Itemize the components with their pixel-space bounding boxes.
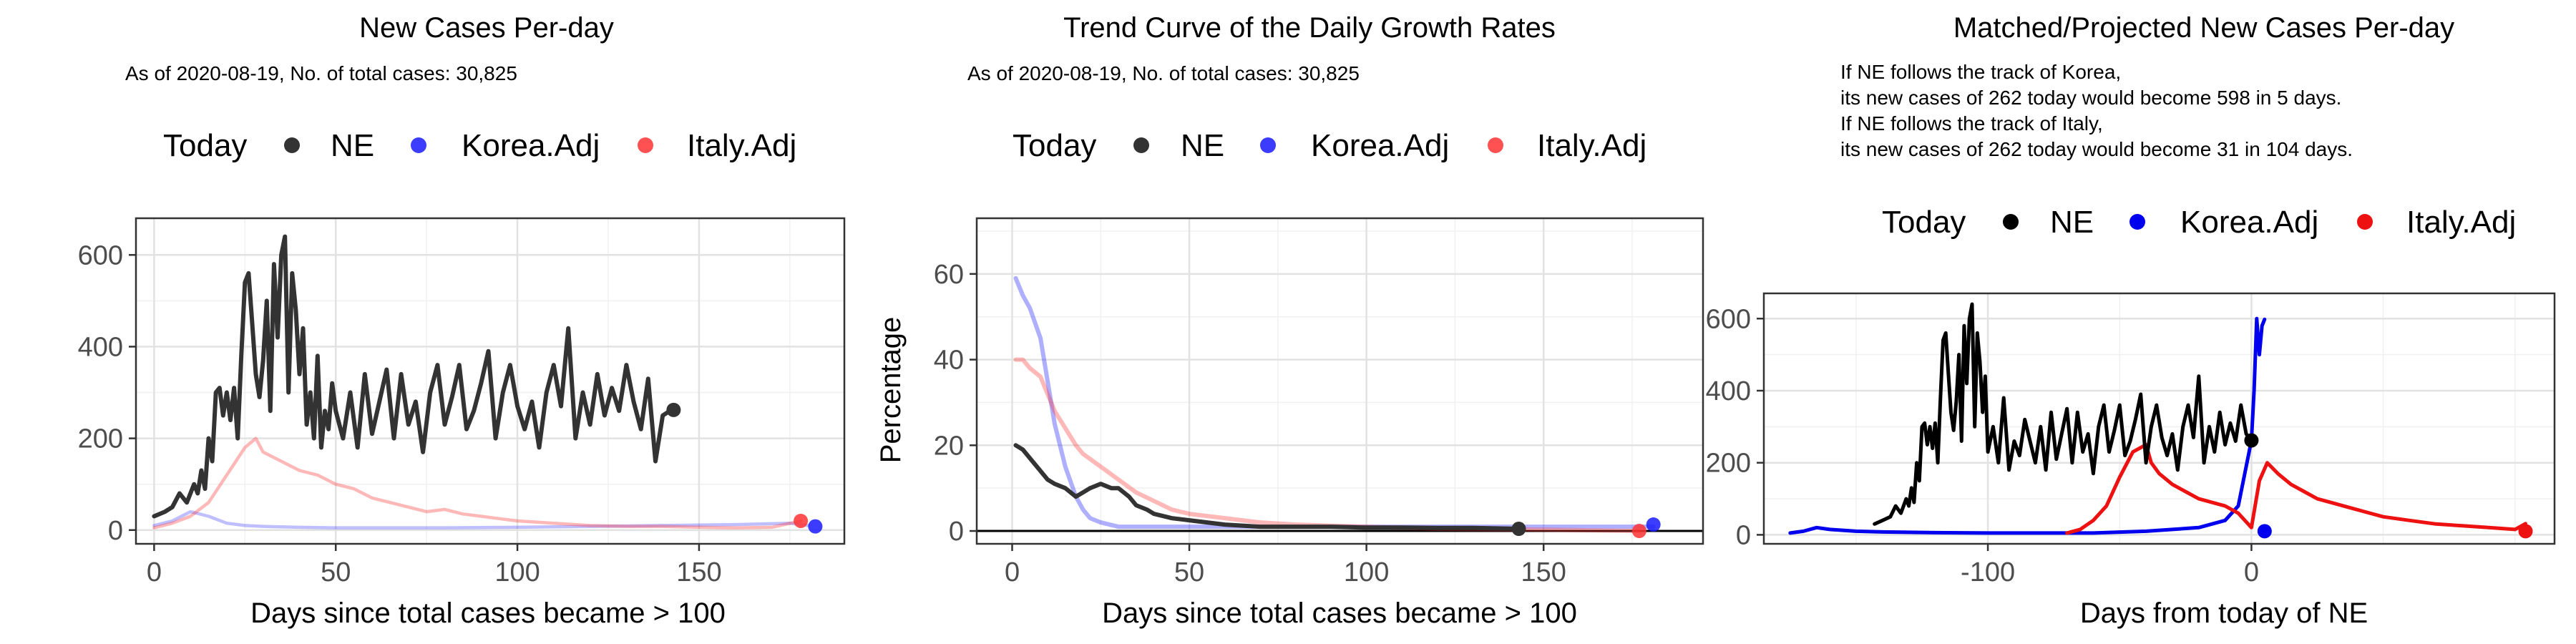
x-tick-label: 50 — [1174, 557, 1204, 587]
annotation-line-2: its new cases of 262 today would become … — [1840, 87, 2341, 109]
plot-area: -100 0 0 200 400 600 — [1706, 292, 2556, 587]
legend: Today NE Korea.Adj Italy.Adj — [163, 128, 796, 163]
series-line-ne — [152, 234, 676, 519]
y-tick-label: 0 — [108, 516, 123, 546]
x-tick-label: -100 — [1961, 557, 2015, 587]
legend-label-ne: NE — [2050, 205, 2094, 240]
x-tick-label: 100 — [494, 557, 540, 587]
projection-annotation: If NE follows the track of Korea, its ne… — [1840, 61, 2353, 160]
annotation-line-4: its new cases of 262 today would become … — [1840, 138, 2353, 160]
y-tick-label: 0 — [949, 517, 964, 547]
today-point-korea — [808, 519, 823, 534]
today-point-ne — [666, 402, 681, 417]
x-tick-label: 150 — [676, 557, 721, 587]
y-tick-label: 600 — [78, 240, 123, 270]
legend-marker-korea — [1260, 137, 1276, 153]
legend-label-ne: NE — [1181, 128, 1224, 163]
y-tick-label: 60 — [934, 260, 964, 290]
y-axis-label: Percentage — [875, 317, 907, 464]
today-point-korea — [1646, 517, 1661, 532]
today-point-ne — [1511, 522, 1526, 537]
y-tick-label: 20 — [934, 431, 964, 461]
series-line-korea — [1788, 316, 2267, 535]
today-point-korea — [2257, 524, 2272, 539]
legend: Today NE Korea.Adj Italy.Adj — [1882, 205, 2516, 240]
chart-title: New Cases Per-day — [359, 12, 614, 44]
plot-background — [977, 218, 1703, 544]
legend-marker-korea — [411, 137, 426, 153]
legend-label-italy: Italy.Adj — [687, 128, 796, 163]
legend-marker-korea — [2129, 214, 2145, 230]
plot-frame — [975, 217, 1704, 545]
series-line-italy — [152, 436, 803, 530]
today-point-italy — [2518, 524, 2533, 539]
y-tick-label: 40 — [934, 346, 964, 376]
plot-area: 0 50 100 150 0 200 400 600 — [78, 217, 846, 587]
legend-marker-ne — [284, 137, 300, 153]
legend-marker-italy — [2357, 214, 2373, 230]
plot-area: 0 50 100 150 0 20 40 60 — [934, 217, 1704, 587]
today-point-italy — [1631, 524, 1646, 539]
x-tick-label: 0 — [1005, 557, 1020, 587]
series-line-korea — [152, 509, 810, 530]
legend-label-korea: Korea.Adj — [462, 128, 600, 163]
chart-subtitle: As of 2020-08-19, No. of total cases: 30… — [967, 62, 1360, 84]
annotation-line-3: If NE follows the track of Italy, — [1840, 112, 2103, 135]
x-tick-label: 0 — [147, 557, 162, 587]
legend-label-korea: Korea.Adj — [2180, 205, 2318, 240]
chart-title: Trend Curve of the Daily Growth Rates — [1063, 12, 1556, 44]
x-axis-label: Days from today of NE — [2080, 597, 2368, 629]
x-tick-label: 100 — [1344, 557, 1389, 587]
chart-title: Matched/Projected New Cases Per-day — [1953, 12, 2454, 44]
chart-subtitle: As of 2020-08-19, No. of total cases: 30… — [125, 62, 517, 84]
y-tick-label: 200 — [1706, 449, 1751, 479]
legend-marker-ne — [2003, 214, 2019, 230]
series-line-ne — [1013, 443, 1521, 531]
y-tick-label: 400 — [78, 332, 123, 362]
y-tick-label: 600 — [1706, 304, 1751, 334]
legend-marker-italy — [638, 137, 653, 153]
annotation-line-1: If NE follows the track of Korea, — [1840, 61, 2121, 83]
legend-marker-italy — [1488, 137, 1503, 153]
panel-new-cases: New Cases Per-day As of 2020-08-19, No. … — [78, 12, 846, 629]
panel-matched-projected: Matched/Projected New Cases Per-day If N… — [1706, 12, 2556, 629]
legend-label-italy: Italy.Adj — [1537, 128, 1646, 163]
legend-label-korea: Korea.Adj — [1311, 128, 1449, 163]
x-tick-label: 0 — [2244, 557, 2259, 587]
x-tick-label: 50 — [321, 557, 351, 587]
plot-frame — [135, 217, 846, 545]
legend-marker-ne — [1133, 137, 1149, 153]
legend: Today NE Korea.Adj Italy.Adj — [1013, 128, 1646, 163]
legend-title: Today — [163, 128, 247, 163]
series-line-italy — [2065, 443, 2527, 535]
legend-title: Today — [1013, 128, 1096, 163]
x-axis-label: Days since total cases became > 100 — [250, 597, 726, 629]
legend-label-italy: Italy.Adj — [2406, 205, 2516, 240]
x-axis-label: Days since total cases became > 100 — [1102, 597, 1577, 629]
panel-growth-rates: Trend Curve of the Daily Growth Rates As… — [875, 12, 1704, 629]
series-line-ne — [1873, 302, 2253, 526]
y-tick-label: 400 — [1706, 376, 1751, 406]
legend-label-ne: NE — [331, 128, 374, 163]
plot-frame — [1762, 292, 2556, 545]
legend-title: Today — [1882, 205, 1966, 240]
y-tick-label: 200 — [78, 424, 123, 454]
x-tick-label: 150 — [1521, 557, 1566, 587]
y-tick-label: 0 — [1736, 520, 1751, 550]
today-point-italy — [794, 513, 809, 528]
today-point-ne — [2244, 433, 2259, 448]
